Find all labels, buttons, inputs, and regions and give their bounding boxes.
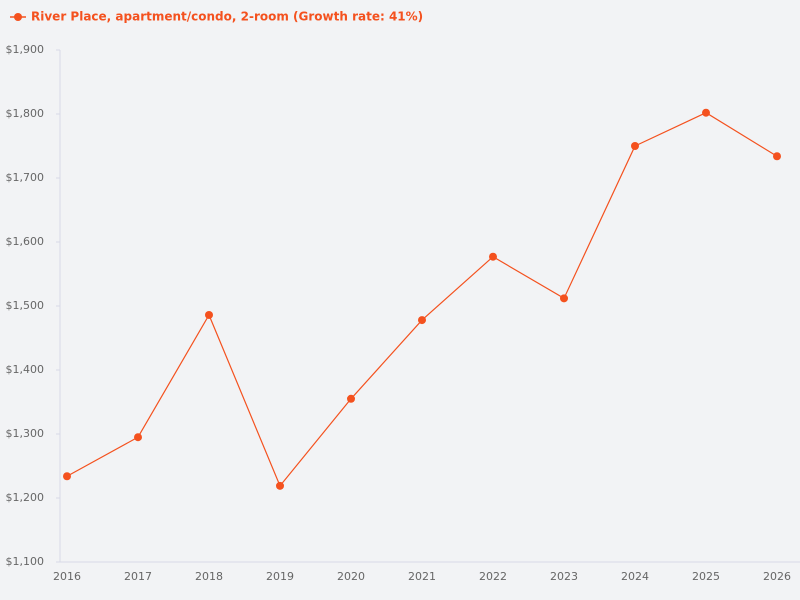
y-tick-label: $1,300: [6, 427, 45, 440]
x-tick-label: 2019: [266, 570, 294, 583]
data-point: [489, 252, 497, 261]
y-tick-label: $1,900: [6, 43, 45, 56]
data-point: [276, 481, 284, 490]
y-tick-label: $1,100: [6, 555, 45, 568]
x-tick-label: 2026: [763, 570, 791, 583]
legend-label[interactable]: River Place, apartment/condo, 2-room (Gr…: [31, 10, 423, 24]
y-tick-label: $1,700: [6, 171, 45, 184]
data-point: [205, 310, 213, 319]
data-point: [773, 152, 781, 161]
data-point: [134, 433, 142, 442]
data-point: [418, 316, 426, 325]
data-point: [560, 294, 568, 303]
series-line: [66, 112, 778, 487]
x-tick-label: 2022: [479, 570, 507, 583]
legend-marker: [14, 13, 22, 21]
data-point: [631, 142, 639, 150]
x-tick-label: 2018: [195, 570, 223, 583]
y-tick-label: $1,600: [6, 235, 45, 248]
data-point: [347, 394, 355, 403]
y-tick-label: $1,200: [6, 491, 45, 504]
x-tick-label: 2020: [337, 570, 365, 583]
x-tick-label: 2021: [408, 570, 436, 583]
x-tick-label: 2025: [692, 570, 720, 583]
y-tick-label: $1,500: [6, 299, 45, 312]
data-point: [63, 472, 71, 481]
x-tick-label: 2016: [53, 570, 81, 583]
y-tick-label: $1,800: [6, 107, 45, 120]
data-point: [702, 108, 710, 117]
x-tick-label: 2024: [621, 570, 649, 583]
x-tick-label: 2023: [550, 570, 578, 583]
x-tick-label: 2017: [124, 570, 152, 583]
y-tick-label: $1,400: [6, 363, 45, 376]
